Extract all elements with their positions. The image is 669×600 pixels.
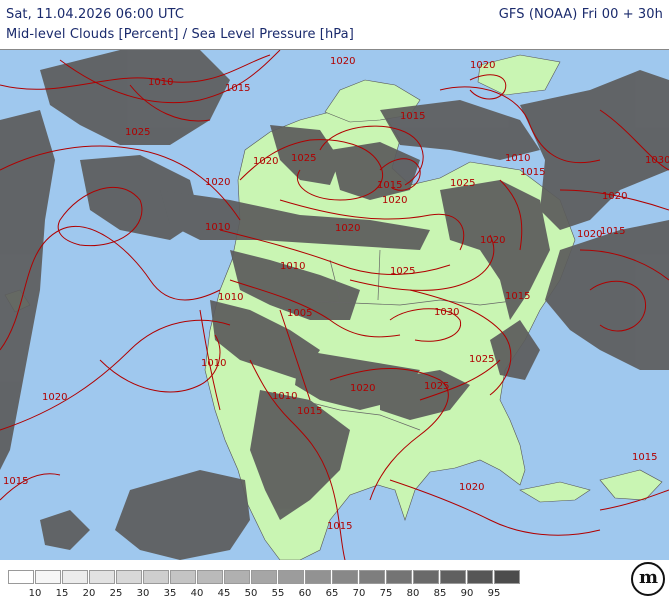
isobar-labels: 1020 1020 1010 1015 1025 1020 1015 1025 … (3, 56, 669, 532)
legend-label: 60 (298, 588, 312, 599)
isobar-label: 1020 (382, 195, 407, 206)
isobar-label: 1025 (390, 266, 415, 277)
legend-label: 30 (136, 588, 150, 599)
isobar-label: 1020 (480, 235, 505, 246)
legend-label: 15 (55, 588, 69, 599)
legend-label: 35 (163, 588, 177, 599)
legend-label: 90 (460, 588, 474, 599)
isobar-label: 1015 (520, 167, 545, 178)
legend-swatch (332, 570, 358, 584)
isobar-label: 1030 (434, 307, 459, 318)
borders (269, 249, 521, 431)
legend-swatch (8, 570, 34, 584)
isobar-label: 1010 (272, 391, 297, 402)
isobar-label: 1020 (253, 156, 278, 167)
legend-swatch (197, 570, 223, 584)
isobar-label: 1020 (350, 383, 375, 394)
logo-letter: m (639, 567, 659, 588)
valid-time: Sat, 11.04.2026 06:00 UTC (6, 7, 185, 22)
isobar-label: 1025 (291, 153, 316, 164)
legend-swatch (170, 570, 196, 584)
isobar-label: 1010 (201, 358, 226, 369)
legend-label: 65 (325, 588, 339, 599)
isobar-label: 1020 (577, 229, 602, 240)
legend-swatch (116, 570, 142, 584)
legend-swatch (440, 570, 466, 584)
isobar-label: 1010 (218, 292, 243, 303)
legend-label: 70 (352, 588, 366, 599)
map-title: Mid-level Clouds [Percent] / Sea Level P… (6, 27, 354, 42)
meteoblue-logo: m (631, 562, 665, 596)
isobar-label: 1025 (125, 127, 150, 138)
legend-swatch (89, 570, 115, 584)
cloud-cover (0, 50, 669, 560)
isobar-label: 1005 (287, 308, 312, 319)
isobar-label: 1025 (424, 381, 449, 392)
legend-label: 25 (109, 588, 123, 599)
isobar-label: 1020 (470, 60, 495, 71)
legend-swatch (359, 570, 385, 584)
model-run: GFS (NOAA) Fri 00 + 30h (498, 7, 663, 22)
isobar-label: 1015 (505, 291, 530, 302)
isobar-label: 1010 (280, 261, 305, 272)
legend-label: 55 (271, 588, 285, 599)
legend-swatch (386, 570, 412, 584)
legend-label: 50 (244, 588, 258, 599)
isobar-label: 1015 (297, 406, 322, 417)
isobar-label: 1010 (505, 153, 530, 164)
isobar-label: 1020 (602, 191, 627, 202)
isobar-label: 1020 (330, 56, 355, 67)
legend-swatch (494, 570, 520, 584)
map-canvas: 1020 1020 1010 1015 1025 1020 1015 1025 … (0, 50, 669, 560)
legend-swatch (224, 570, 250, 584)
header: Sat, 11.04.2026 06:00 UTC GFS (NOAA) Fri… (0, 0, 669, 48)
legend-swatch (251, 570, 277, 584)
isobar-label: 1025 (469, 354, 494, 365)
isobar-label: 1015 (400, 111, 425, 122)
legend-label: 45 (217, 588, 231, 599)
isobar-label: 1015 (225, 83, 250, 94)
legend-label: 75 (379, 588, 393, 599)
isobar-label: 1020 (459, 482, 484, 493)
legend-swatch (278, 570, 304, 584)
legend-label: 20 (82, 588, 96, 599)
isobar-label: 1020 (335, 223, 360, 234)
legend-label: 10 (28, 588, 42, 599)
isobar-label: 1030 (645, 155, 669, 166)
isobar-label: 1010 (148, 77, 173, 88)
isobar-label: 1015 (3, 476, 28, 487)
isobar-label: 1025 (450, 178, 475, 189)
isobar-label: 1015 (600, 226, 625, 237)
legend-swatch (305, 570, 331, 584)
color-legend: 10 15 20 25 30 35 40 45 50 55 60 65 70 75 80 85 90 95 (0, 560, 669, 600)
legend-swatch (413, 570, 439, 584)
weather-map[interactable]: 1020 1020 1010 1015 1025 1020 1015 1025 … (0, 49, 669, 560)
isobar-label: 1020 (42, 392, 67, 403)
legend-label: 95 (487, 588, 501, 599)
legend-label: 85 (433, 588, 447, 599)
isobar-label: 1020 (205, 177, 230, 188)
legend-swatch (467, 570, 493, 584)
legend-swatch (62, 570, 88, 584)
isobar-label: 1015 (377, 180, 402, 191)
isobar-label: 1015 (327, 521, 352, 532)
isobar-label: 1010 (205, 222, 230, 233)
legend-label: 40 (190, 588, 204, 599)
isobar-label: 1015 (632, 452, 657, 463)
legend-label: 80 (406, 588, 420, 599)
isobars (0, 50, 669, 560)
legend-swatch (143, 570, 169, 584)
legend-swatch (35, 570, 61, 584)
